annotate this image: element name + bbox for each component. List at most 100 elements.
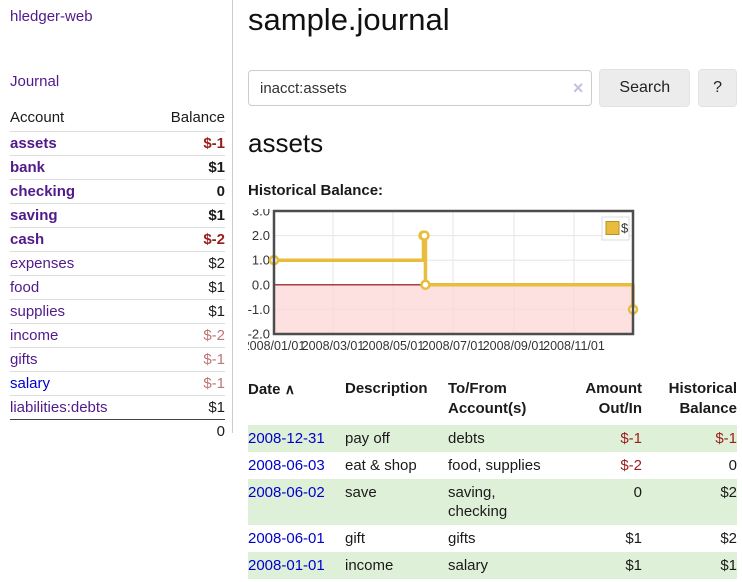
main-content: sample.journal × Search ? assets Histori… [243, 0, 737, 579]
transaction-amount: $-2 [620, 457, 642, 474]
transaction-description: income [345, 552, 448, 579]
register-header-balance: Historical Balance [668, 380, 737, 417]
svg-text:0.0: 0.0 [252, 277, 270, 292]
transaction-amount: 0 [556, 479, 642, 525]
account-balance: $1 [148, 275, 225, 300]
svg-text:2008/07/01: 2008/07/01 [422, 339, 485, 353]
svg-text:-1.0: -1.0 [248, 302, 270, 317]
account-link-food[interactable]: food [10, 279, 40, 296]
register-header-accounts: To/From Account(s) [448, 380, 527, 417]
account-balance: $1 [148, 395, 225, 420]
transaction-row[interactable]: 2008-06-02 save saving, checking 0 $2 [248, 479, 737, 525]
transaction-date-link[interactable]: 2008-12-31 [248, 430, 325, 447]
svg-text:1.0: 1.0 [252, 253, 270, 268]
transaction-balance: $1 [642, 552, 737, 579]
register-header-description: Description [345, 380, 428, 397]
transaction-amount: $1 [556, 552, 642, 579]
account-link-assets[interactable]: assets [10, 135, 57, 152]
transaction-description: save [345, 479, 448, 525]
svg-text:2008/09/01: 2008/09/01 [483, 339, 546, 353]
page-title: sample.journal [248, 2, 450, 37]
transaction-row[interactable]: 2008-06-03 eat & shop food, supplies $-2 0 [248, 452, 737, 479]
app-brand-link[interactable]: hledger-web [10, 8, 93, 25]
svg-text:2.0: 2.0 [252, 228, 270, 243]
transaction-balance: $2 [642, 479, 737, 525]
register-header-row: Date ∧ Description To/From Account(s) Am… [248, 377, 737, 425]
journal-link[interactable]: Journal [10, 73, 60, 90]
transaction-amount: $-1 [556, 425, 642, 452]
account-link-bank[interactable]: bank [10, 159, 46, 176]
account-balance: $-1 [148, 131, 225, 156]
account-link-saving[interactable]: saving [10, 207, 58, 224]
transaction-accounts: gifts [448, 530, 476, 547]
register-header-amount: Amount Out/In [585, 380, 642, 417]
account-link-supplies[interactable]: supplies [10, 303, 66, 320]
transaction-description: eat & shop [345, 457, 417, 474]
account-link-income[interactable]: income [10, 327, 59, 344]
account-link-salary[interactable]: salary [10, 375, 51, 392]
sidebar-item-journal: Journal [10, 73, 232, 91]
help-button[interactable]: ? [698, 69, 737, 107]
account-row: cash $-2 [10, 227, 225, 252]
transaction-date-link[interactable]: 2008-06-01 [248, 530, 325, 547]
account-row: saving $1 [10, 203, 225, 228]
transaction-accounts: debts [448, 425, 556, 452]
account-row: bank $1 [10, 155, 225, 180]
svg-text:$: $ [621, 221, 629, 236]
transaction-row[interactable]: 2008-06-01 gift gifts $1 $2 [248, 525, 737, 552]
accounts-header-balance: Balance [170, 109, 225, 126]
transaction-date-link[interactable]: 2008-06-02 [248, 484, 325, 501]
accounts-table: Account Balance assets $-1 bank $1 checking 0… [10, 105, 225, 443]
account-row: liabilities:debts $1 [10, 395, 225, 420]
account-row: expenses $2 [10, 251, 225, 276]
account-row: supplies $1 [10, 299, 225, 324]
svg-text:3.0: 3.0 [252, 209, 270, 219]
account-row: income $-2 [10, 323, 225, 348]
transaction-date-link[interactable]: 2008-06-03 [248, 457, 325, 474]
account-balance: $-2 [148, 323, 225, 348]
svg-text:2008/05/01: 2008/05/01 [362, 339, 425, 353]
account-balance: 0 [148, 179, 225, 204]
register-header-date[interactable]: Date ∧ [248, 381, 295, 398]
transaction-row[interactable]: 2008-01-01 income salary $1 $1 [248, 552, 737, 579]
account-row: salary $-1 [10, 371, 225, 396]
account-heading: assets [248, 128, 324, 158]
account-link-gifts[interactable]: gifts [10, 351, 38, 368]
transaction-date-link[interactable]: 2008-01-01 [248, 557, 325, 574]
search-input[interactable] [248, 70, 593, 106]
sidebar: hledger-web Journal Account Balance asse… [0, 0, 233, 443]
historical-balance-chart: 3.0 2.0 1.0 0.0 -1.0 -2.0 2008/01/01 2008/03/01… [243, 204, 737, 364]
transaction-row[interactable]: 2008-12-31 pay off debts $-1 $-1 [248, 425, 737, 452]
account-link-cash[interactable]: cash [10, 231, 45, 248]
register-table: Date ∧ Description To/From Account(s) Am… [248, 377, 737, 579]
accounts-total-row: 0 [10, 419, 225, 443]
transaction-accounts: salary [448, 552, 556, 579]
account-balance: $2 [148, 251, 225, 276]
account-balance: $-1 [148, 347, 225, 372]
transaction-accounts: food, supplies [448, 457, 541, 474]
transaction-balance: $-1 [642, 425, 737, 452]
account-link-checking[interactable]: checking [10, 183, 76, 200]
account-balance: $1 [148, 203, 225, 228]
clear-search-icon[interactable]: × [572, 78, 584, 98]
chart-canvas: 3.0 2.0 1.0 0.0 -1.0 -2.02008/01/012008/03/01… [243, 204, 639, 353]
account-link-liabilities-debts[interactable]: liabilities:debts [10, 399, 108, 416]
account-link-expenses[interactable]: expenses [10, 255, 75, 272]
svg-text:2008/03/01: 2008/03/01 [302, 339, 365, 353]
accounts-header-account: Account [10, 109, 65, 126]
account-row: gifts $-1 [10, 347, 225, 372]
transaction-balance: 0 [728, 457, 737, 474]
account-balance: $1 [148, 299, 225, 324]
transaction-balance: $2 [720, 530, 737, 547]
account-row: checking 0 [10, 179, 225, 204]
app-brand: hledger-web [10, 8, 232, 26]
transaction-amount: $1 [625, 530, 642, 547]
search-button[interactable]: Search [599, 69, 691, 107]
account-balance: $1 [148, 155, 225, 180]
account-balance: $-2 [148, 227, 225, 252]
svg-text:2008/11/01: 2008/11/01 [543, 339, 605, 353]
transaction-description: pay off [345, 425, 448, 452]
transaction-description: gift [345, 530, 366, 547]
search-input-wrap: × [248, 70, 593, 106]
svg-text:2008/01/01: 2008/01/01 [248, 339, 305, 353]
